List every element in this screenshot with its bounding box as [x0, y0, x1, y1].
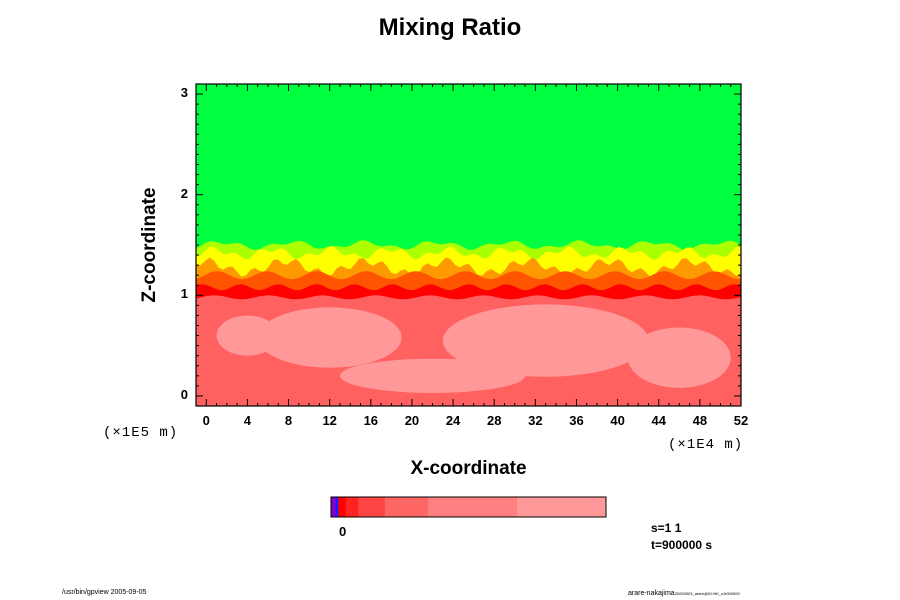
- chart-title: Mixing Ratio: [378, 14, 522, 41]
- info-s: s=1 1: [651, 521, 682, 535]
- footer-left: /usr/bin/gpview 2005-09-05: [62, 589, 147, 596]
- y-tick-label: 2: [180, 185, 188, 201]
- x-scale-label: (×1E4 m): [668, 437, 744, 453]
- y-scale-label: (×1E5 m): [103, 425, 179, 441]
- x-tick-label: 28: [486, 413, 502, 428]
- lower-light-patch-3: [627, 327, 731, 388]
- lower-light-patch-2: [442, 304, 649, 377]
- colorbar-segment: [335, 497, 339, 517]
- footer-right-small: 20050903_arare@ID:NK_s1t900000: [674, 591, 740, 596]
- x-tick-label: 8: [284, 413, 293, 428]
- colorbar-segment: [331, 497, 337, 517]
- x-tick-label: 16: [363, 413, 379, 428]
- y-tick-label: 1: [180, 286, 188, 302]
- y-axis-label: Z-coordinate: [139, 187, 160, 303]
- colorbar-segment: [428, 497, 518, 517]
- x-tick-label: 24: [445, 413, 461, 428]
- colorbar-frame: [330, 496, 607, 518]
- y-tick-label: 0: [180, 386, 188, 402]
- x-tick-label: 52: [733, 413, 749, 428]
- x-tick-label: 4: [243, 413, 252, 428]
- colorbar-segment: [338, 497, 347, 517]
- x-tick-label: 32: [528, 413, 543, 428]
- footer-right-main: arare-nakajima: [628, 590, 675, 597]
- lower-light-patch-1: [257, 307, 402, 368]
- x-tick-label: 12: [322, 413, 337, 428]
- x-tick-label: 0: [202, 413, 210, 428]
- colorbar-label: 0: [339, 524, 347, 539]
- y-tick-label: 3: [180, 85, 188, 101]
- x-tick-label: 36: [569, 413, 584, 428]
- x-axis-label: X-coordinate: [410, 458, 527, 479]
- lower-light-patch-5: [216, 315, 279, 356]
- lower-light-patch-4: [339, 358, 526, 393]
- info-t: t=900000 s: [651, 538, 713, 552]
- footer-right: arare-nakajima20050903_arare@ID:NK_s1t90…: [628, 590, 740, 597]
- colorbar-segment: [517, 497, 607, 517]
- x-tick-label: 44: [651, 413, 666, 428]
- colorbar-segment: [384, 497, 429, 517]
- x-tick-label: 48: [692, 413, 708, 428]
- colorbar-segment: [345, 497, 359, 517]
- x-tick-label: 40: [610, 413, 625, 428]
- x-tick-label: 20: [404, 413, 420, 428]
- colorbar-segment: [358, 497, 386, 517]
